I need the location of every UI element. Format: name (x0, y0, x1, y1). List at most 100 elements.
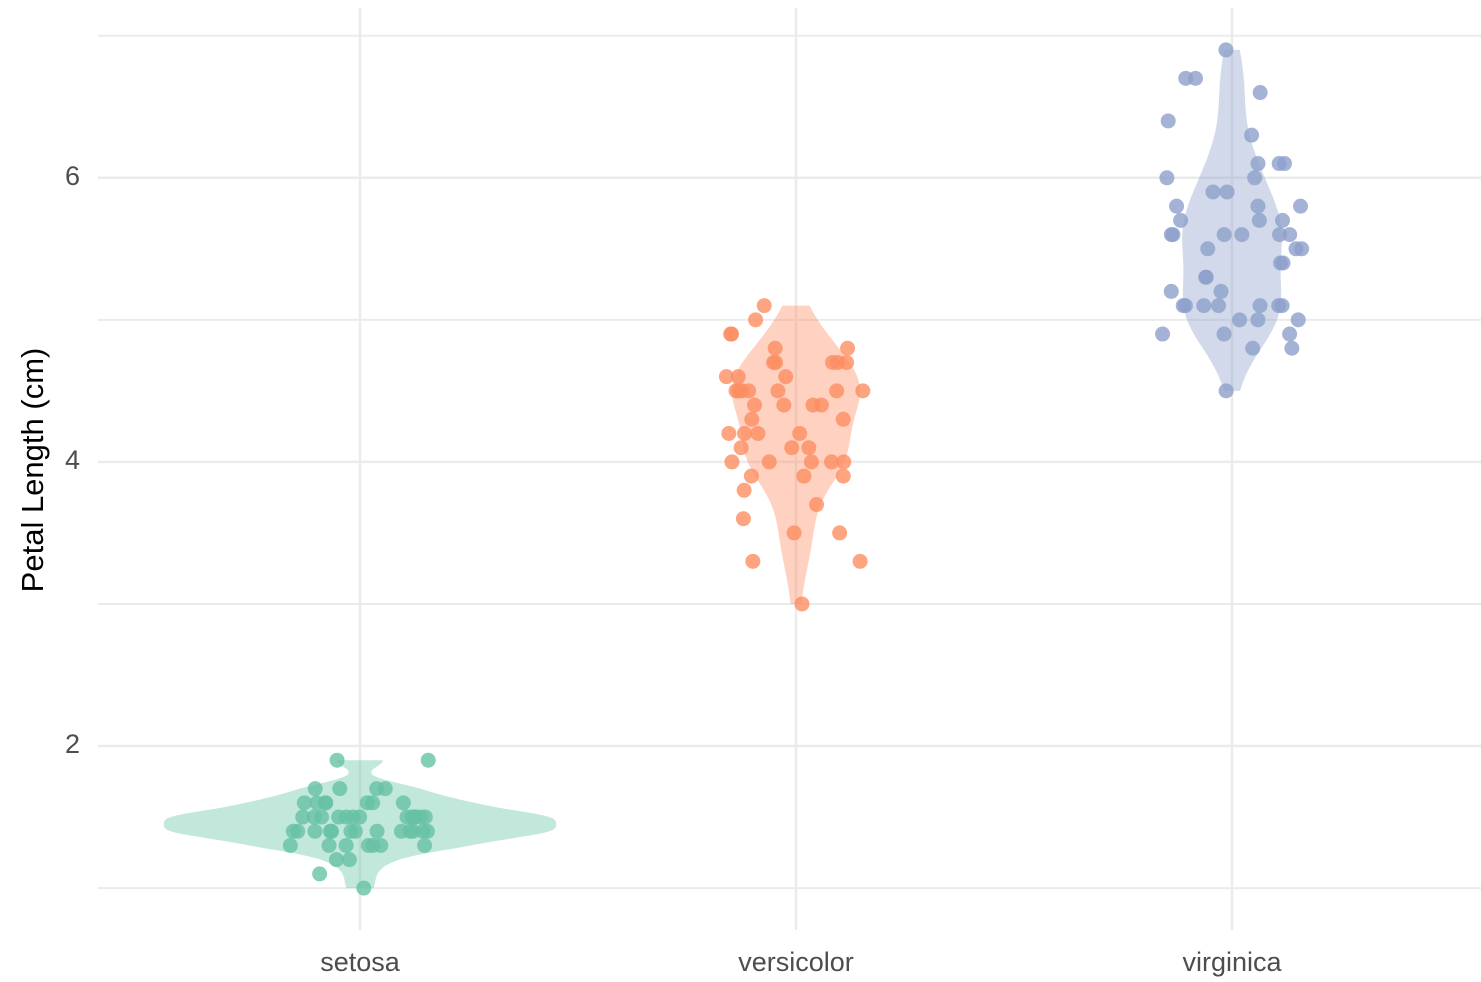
point (1205, 184, 1221, 200)
point (1250, 198, 1266, 214)
point (743, 468, 759, 484)
point (307, 781, 323, 797)
point (744, 411, 760, 427)
point (1272, 227, 1288, 243)
point (736, 482, 752, 498)
point (1282, 326, 1298, 342)
point (331, 809, 347, 825)
point (1211, 298, 1227, 314)
point (1284, 340, 1300, 356)
point (1155, 326, 1171, 342)
point (328, 852, 344, 868)
point (347, 823, 363, 839)
y-tick-label: 4 (65, 445, 80, 475)
point (1273, 255, 1289, 271)
point (824, 454, 840, 470)
point (832, 525, 848, 541)
x-tick-label: virginica (1182, 947, 1282, 977)
point (1252, 85, 1268, 101)
point (1173, 212, 1189, 228)
point (420, 752, 436, 768)
point (813, 397, 829, 413)
point (724, 326, 740, 342)
violin (732, 305, 860, 604)
point (359, 795, 375, 811)
point (1251, 212, 1267, 228)
point (1196, 298, 1212, 314)
point (405, 823, 421, 839)
point (312, 866, 328, 882)
point (1290, 312, 1306, 328)
point (748, 312, 764, 328)
point (796, 468, 812, 484)
point (1178, 70, 1194, 86)
point (1160, 113, 1176, 129)
point (1213, 283, 1229, 299)
y-tick-label: 6 (65, 161, 80, 191)
point (770, 383, 786, 399)
point (776, 397, 792, 413)
point (728, 383, 744, 399)
point (338, 837, 354, 853)
point (836, 454, 852, 470)
point (341, 852, 357, 868)
point (737, 425, 753, 441)
point (290, 823, 306, 839)
point (766, 354, 782, 370)
point (835, 411, 851, 427)
point (1218, 42, 1234, 58)
point (750, 425, 766, 441)
y-axis-label: Petal Length (cm) (15, 348, 50, 593)
point (318, 795, 334, 811)
point (1293, 198, 1309, 214)
point (1250, 156, 1266, 172)
point (730, 369, 746, 385)
point (1244, 127, 1260, 143)
x-tick-label: setosa (320, 947, 401, 977)
point (307, 823, 323, 839)
point (1219, 184, 1235, 200)
point (747, 397, 763, 413)
point (321, 837, 337, 853)
point (1275, 212, 1291, 228)
point (324, 823, 340, 839)
point (282, 837, 298, 853)
point (1218, 383, 1234, 399)
point (792, 425, 808, 441)
point (404, 809, 420, 825)
point (1169, 198, 1185, 214)
point (306, 809, 322, 825)
point (761, 454, 777, 470)
point (735, 511, 751, 527)
point (1234, 227, 1250, 243)
point (1200, 241, 1216, 257)
point (784, 440, 800, 456)
point (1198, 269, 1214, 285)
point (733, 440, 749, 456)
point (395, 795, 411, 811)
point (724, 454, 740, 470)
point (803, 454, 819, 470)
point (332, 781, 348, 797)
point (756, 298, 772, 314)
point (1216, 326, 1232, 342)
point (829, 383, 845, 399)
point (377, 781, 393, 797)
point (1271, 156, 1287, 172)
point (1250, 312, 1266, 328)
point (825, 354, 841, 370)
point (840, 340, 856, 356)
point (1216, 227, 1232, 243)
y-tick-label: 2 (65, 729, 80, 759)
point (1159, 170, 1175, 186)
point (1247, 170, 1263, 186)
point (801, 440, 817, 456)
point (417, 837, 433, 853)
point (718, 369, 734, 385)
point (369, 823, 385, 839)
point (1175, 298, 1191, 314)
point (778, 369, 794, 385)
point (767, 340, 783, 356)
